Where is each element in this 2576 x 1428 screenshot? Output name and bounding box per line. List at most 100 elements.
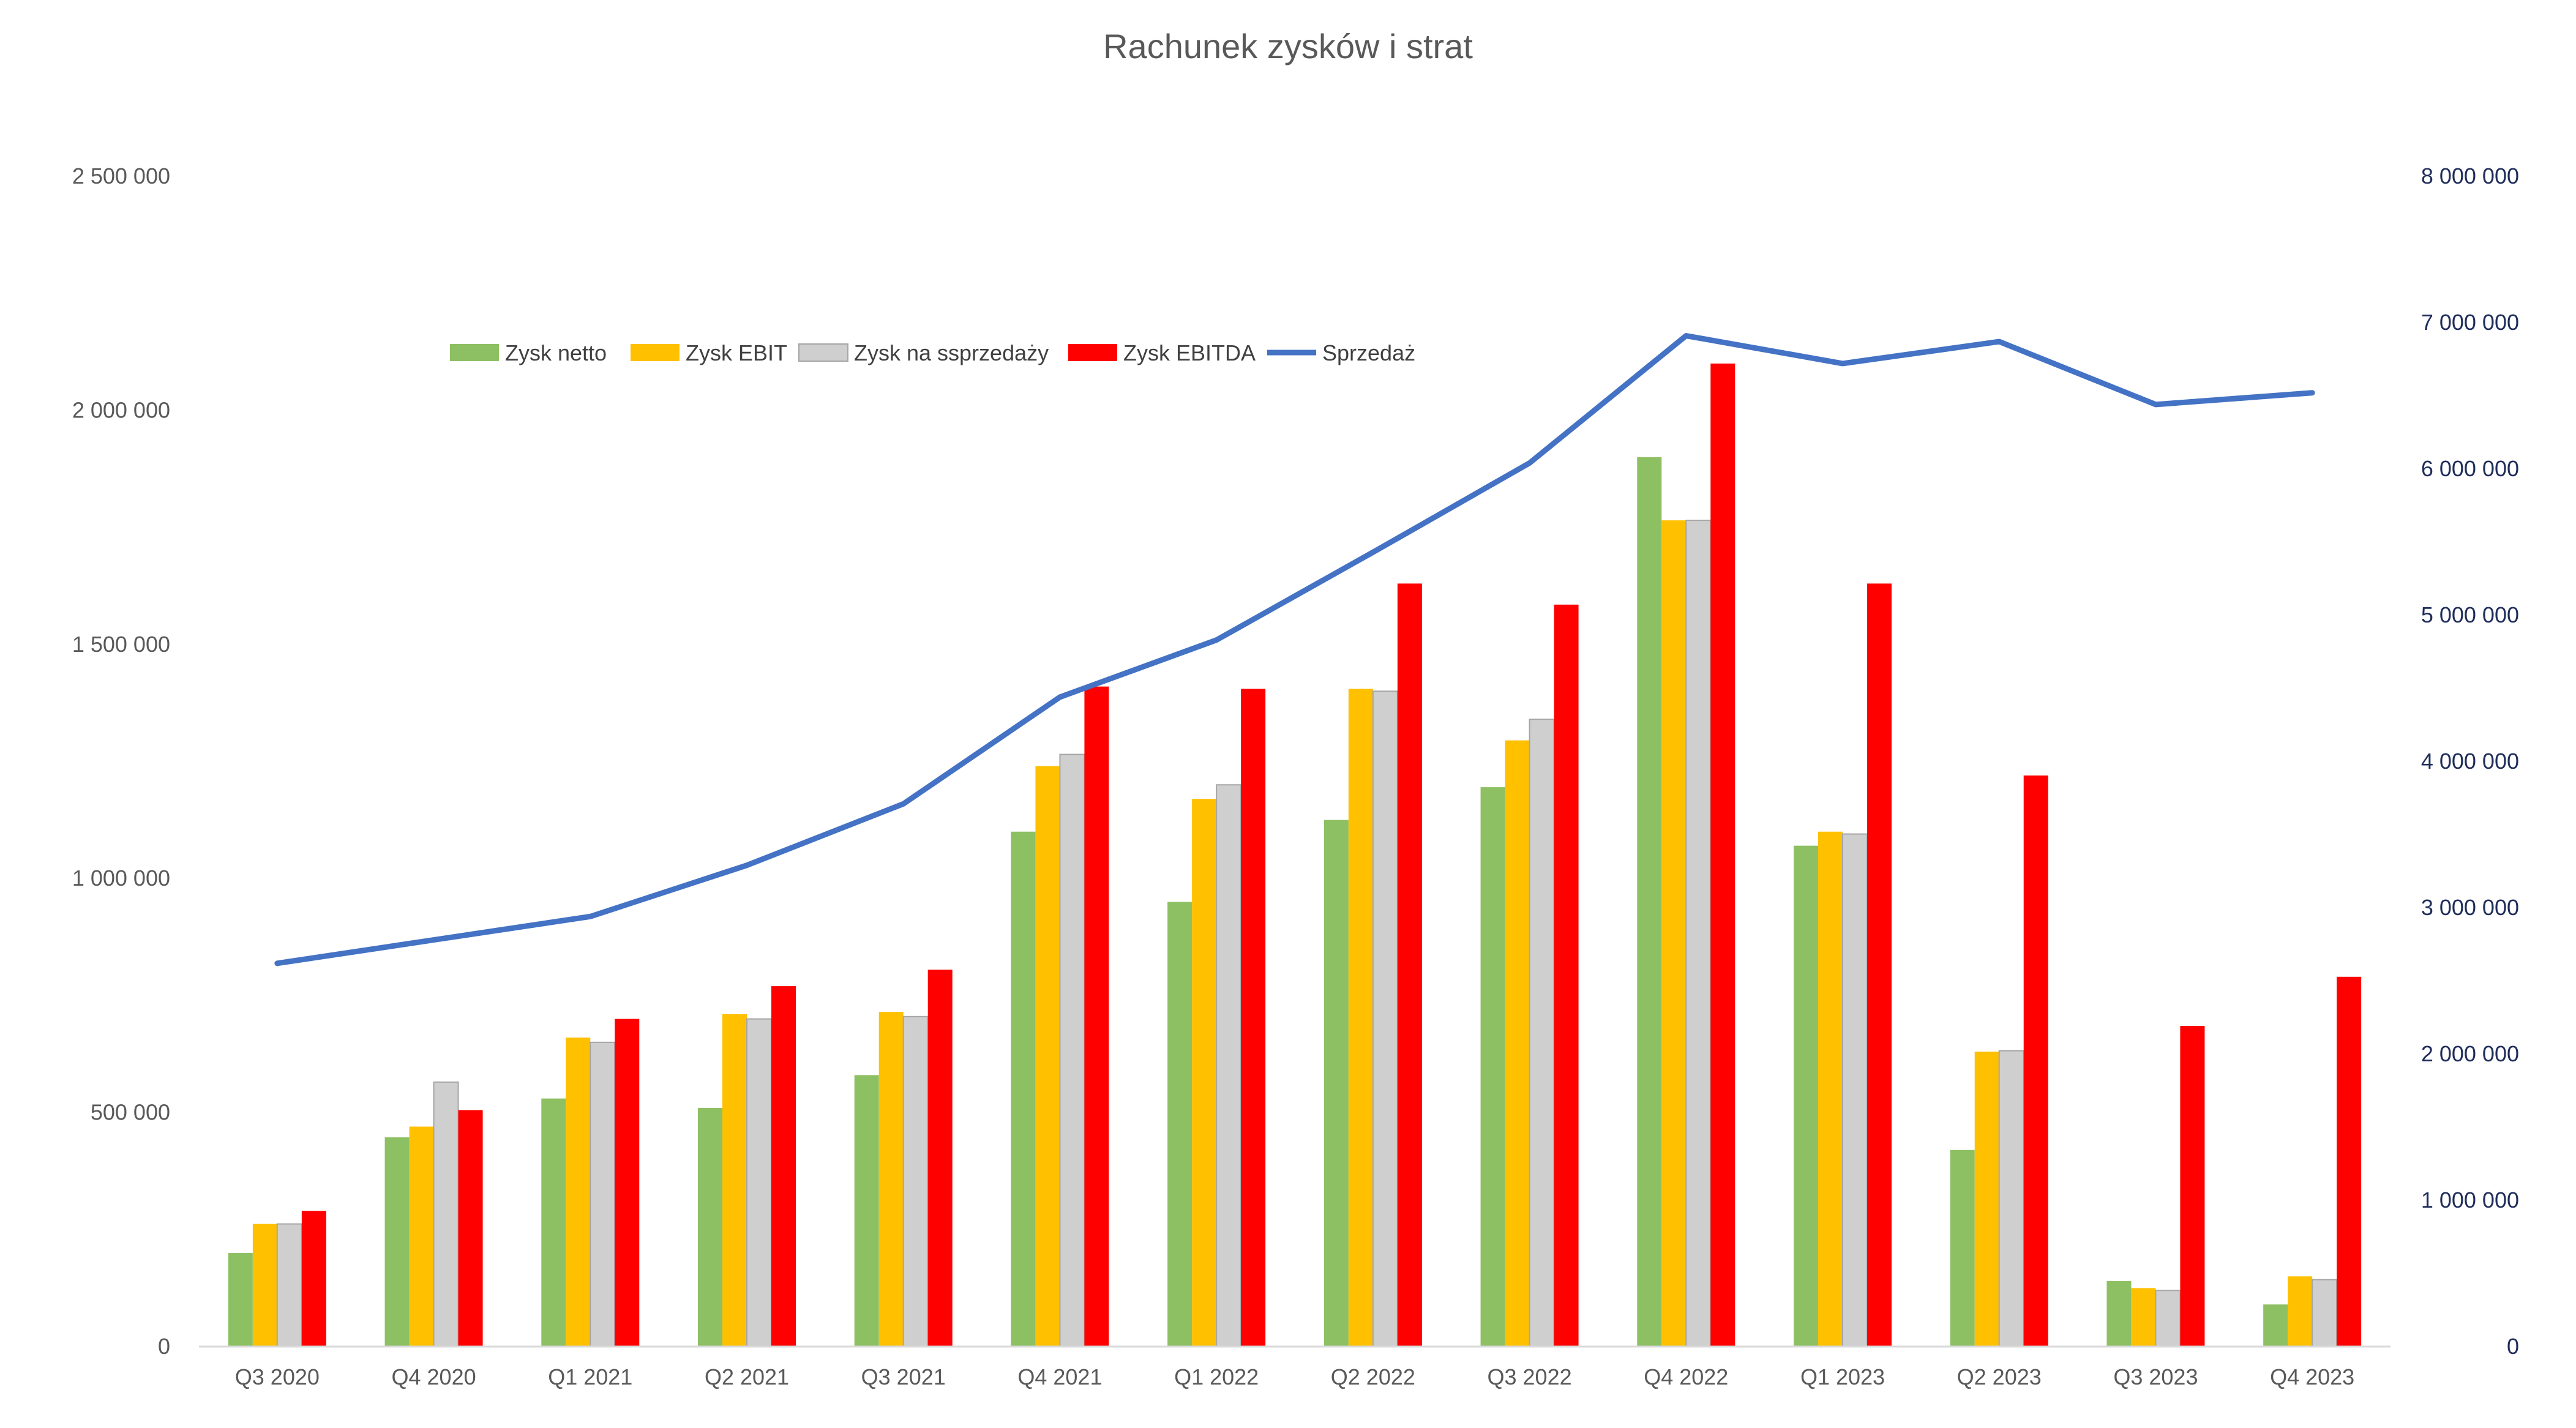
- bar-zysk-ebitda: [1867, 583, 1892, 1347]
- bar-zysk-ebit: [722, 1014, 747, 1347]
- right-axis-tick-label: 8 000 000: [2421, 163, 2519, 189]
- right-axis-tick-label: 6 000 000: [2421, 456, 2519, 481]
- legend-label: Zysk na ssprzedaży: [854, 340, 1049, 365]
- bar-zysk-ebitda: [458, 1110, 483, 1347]
- bar-zysk-ebitda: [2180, 1026, 2205, 1347]
- left-axis-tick-label: 2 000 000: [72, 397, 170, 422]
- bar-zysk-na-ssprzeda-y: [1842, 833, 1868, 1347]
- bar-zysk-na-ssprzeda-y: [1998, 1050, 2024, 1347]
- bar-zysk-ebit: [1035, 766, 1060, 1347]
- x-axis-tick-label: Q4 2020: [392, 1364, 476, 1389]
- legend-label: Zysk netto: [505, 340, 607, 365]
- bar-zysk-netto: [854, 1075, 879, 1347]
- bar-zysk-netto: [698, 1107, 722, 1347]
- x-axis-tick-label: Q1 2023: [1800, 1364, 1885, 1389]
- bar-zysk-ebit: [252, 1224, 277, 1347]
- right-axis-ticks: 0 1 000 000 2 000 000 3 000 000 4 000 000 5 0…: [2421, 163, 2519, 1359]
- x-axis-tick-label: Q2 2022: [1331, 1364, 1415, 1389]
- legend-swatch: [798, 343, 848, 362]
- bar-zysk-ebit: [1348, 689, 1373, 1347]
- bar-zysk-netto: [1011, 831, 1036, 1347]
- x-axis-tick-label: Q3 2021: [861, 1364, 946, 1389]
- bar-zysk-netto: [1324, 820, 1349, 1347]
- left-axis-tick-label: 2 500 000: [72, 163, 170, 189]
- left-axis-tick-label: 1 000 000: [72, 865, 170, 891]
- bar-zysk-netto: [228, 1253, 253, 1347]
- bar-zysk-na-ssprzeda-y: [1529, 719, 1555, 1347]
- bar-zysk-na-ssprzeda-y: [276, 1223, 302, 1348]
- left-axis-tick-label: 500 000: [91, 1100, 170, 1125]
- bar-zysk-ebit: [566, 1037, 591, 1347]
- bar-zysk-netto: [2263, 1304, 2288, 1347]
- bars: [228, 363, 2362, 1348]
- bar-zysk-ebitda: [771, 986, 796, 1347]
- bar-zysk-ebitda: [301, 1211, 326, 1347]
- line-series-sprzedaz: [274, 333, 2315, 966]
- sales-line: [274, 333, 2315, 966]
- x-axis-tick-label: Q4 2022: [1644, 1364, 1728, 1389]
- right-axis-tick-label: 5 000 000: [2421, 602, 2519, 627]
- legend-swatch: [450, 344, 499, 361]
- bar-zysk-netto: [1637, 457, 1662, 1347]
- bar-zysk-ebitda: [2023, 775, 2048, 1347]
- x-axis-tick-label: Q2 2021: [705, 1364, 789, 1389]
- legend-swatch: [631, 344, 680, 361]
- bar-zysk-ebit: [1818, 831, 1843, 1347]
- bar-zysk-ebitda: [2337, 976, 2362, 1347]
- bar-zysk-ebitda: [1241, 689, 1266, 1347]
- right-axis-tick-label: 1 000 000: [2421, 1187, 2519, 1213]
- bar-zysk-na-ssprzeda-y: [2312, 1279, 2338, 1347]
- bar-zysk-na-ssprzeda-y: [1685, 520, 1712, 1347]
- bar-zysk-netto: [1480, 787, 1505, 1347]
- right-axis-tick-label: 7 000 000: [2421, 310, 2519, 335]
- bar-zysk-ebit: [2131, 1288, 2156, 1347]
- bar-zysk-netto: [384, 1137, 410, 1347]
- bar-zysk-na-ssprzeda-y: [746, 1018, 772, 1347]
- bar-zysk-ebitda: [1397, 583, 1422, 1347]
- bar-zysk-na-ssprzeda-y: [1216, 784, 1242, 1347]
- legend-label: Zysk EBIT: [686, 340, 787, 365]
- bar-zysk-netto: [541, 1098, 566, 1347]
- left-axis-tick-label: 1 500 000: [72, 632, 170, 657]
- bar-zysk-ebit: [878, 1012, 904, 1347]
- bar-zysk-na-ssprzeda-y: [590, 1041, 616, 1347]
- bar-zysk-ebit: [2288, 1276, 2313, 1347]
- bar-zysk-ebit: [1192, 799, 1217, 1347]
- x-axis-tick-label: Q4 2021: [1017, 1364, 1102, 1389]
- bar-zysk-na-ssprzeda-y: [2155, 1290, 2181, 1348]
- chart-title: Rachunek zysków i strat: [1103, 27, 1473, 65]
- bar-zysk-ebitda: [1710, 363, 1735, 1347]
- bar-zysk-na-ssprzeda-y: [433, 1081, 459, 1347]
- bar-zysk-na-ssprzeda-y: [1372, 690, 1398, 1347]
- bar-zysk-ebitda: [1084, 686, 1109, 1347]
- right-axis-tick-label: 3 000 000: [2421, 895, 2519, 920]
- bar-zysk-ebit: [1661, 520, 1687, 1347]
- x-axis-tick-label: Q3 2022: [1488, 1364, 1572, 1389]
- bar-zysk-ebitda: [1554, 604, 1579, 1347]
- legend: Zysk netto Zysk EBIT Zysk na ssprzedaży Zys…: [450, 340, 1415, 365]
- bar-zysk-ebit: [1974, 1052, 1999, 1347]
- bar-zysk-na-ssprzeda-y: [1059, 753, 1085, 1347]
- left-axis-tick-label: 0: [158, 1334, 170, 1359]
- x-axis-tick-label: Q3 2020: [235, 1364, 320, 1389]
- bar-zysk-netto: [1167, 902, 1193, 1347]
- x-axis-tick-label: Q1 2021: [548, 1364, 632, 1389]
- right-axis-tick-label: 0: [2507, 1334, 2519, 1359]
- bar-zysk-ebit: [409, 1126, 434, 1347]
- bar-zysk-ebitda: [927, 970, 953, 1347]
- bar-zysk-na-ssprzeda-y: [902, 1015, 929, 1348]
- x-axis: Q3 2020 Q4 2020 Q1 2021 Q2 2021 Q3 2021 Q4 20…: [199, 1345, 2391, 1389]
- x-axis-tick-label: Q3 2023: [2113, 1364, 2198, 1389]
- left-axis-ticks: 0 500 000 1 000 000 1 500 000 2 000 000 2 500…: [72, 163, 170, 1359]
- right-axis-tick-label: 4 000 000: [2421, 749, 2519, 774]
- legend-label: Zysk EBITDA: [1123, 340, 1256, 365]
- x-axis-tick-label: Q2 2023: [1957, 1364, 2042, 1389]
- bar-zysk-netto: [1950, 1150, 1975, 1347]
- legend-label: Sprzedaż: [1322, 340, 1415, 365]
- bar-zysk-netto: [2106, 1280, 2132, 1347]
- x-axis-tick-label: Q1 2022: [1174, 1364, 1259, 1389]
- legend-swatch: [1068, 344, 1117, 361]
- bar-zysk-ebit: [1505, 740, 1530, 1347]
